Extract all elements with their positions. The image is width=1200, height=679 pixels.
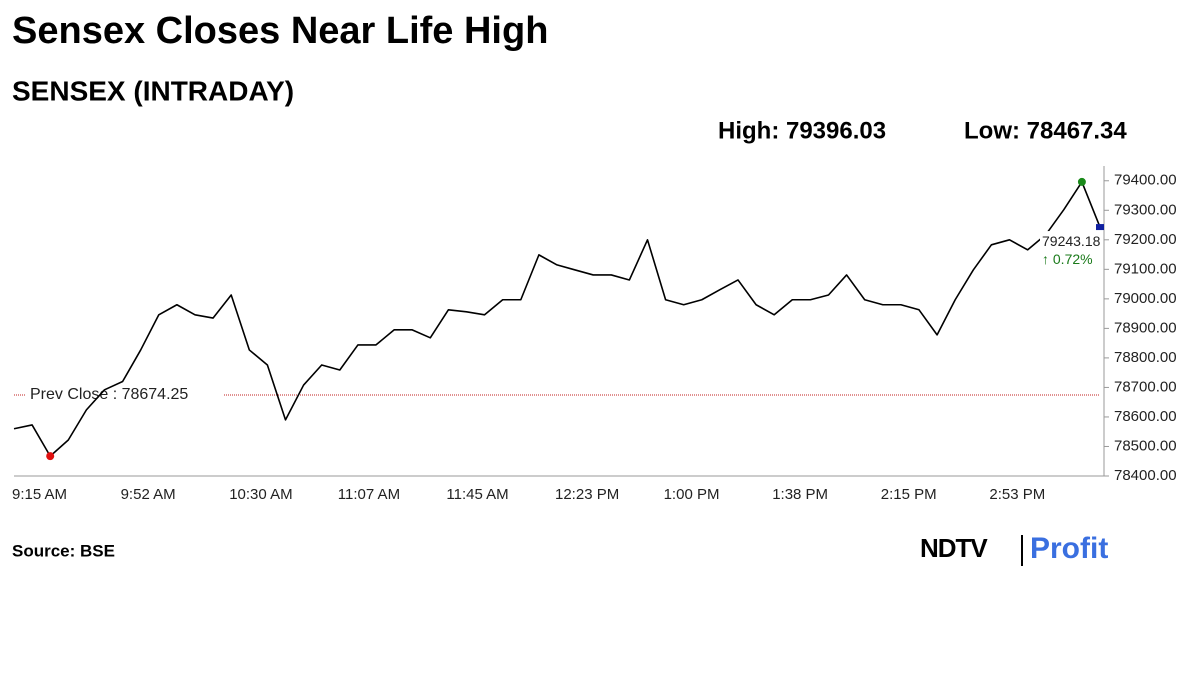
y-tick-label: 78700.00: [1114, 378, 1177, 395]
high-label: High: 79396.03: [718, 117, 886, 144]
x-tick-label: 9:15 AM: [12, 486, 67, 503]
change-label: ↑ 0.72%: [1042, 251, 1093, 267]
low-marker: [46, 452, 55, 461]
source: Source: BSE: [12, 541, 115, 560]
x-tick-label: 11:07 AM: [338, 486, 400, 503]
prev-close-label: Prev Close : 78674.25: [30, 386, 188, 403]
prev-close-bg: [26, 384, 224, 407]
y-tick-label: 78800.00: [1114, 349, 1177, 366]
x-tick-label: 2:53 PM: [989, 486, 1045, 503]
close-label: 79243.18: [1042, 233, 1101, 249]
x-tick-label: 12:23 PM: [555, 486, 619, 503]
x-tick-label: 11:45 AM: [446, 486, 508, 503]
y-tick-label: 78600.00: [1114, 408, 1177, 425]
brand-product: Profit: [1030, 532, 1108, 565]
y-tick-label: 79400.00: [1114, 172, 1177, 189]
high-marker: [1077, 177, 1086, 186]
y-tick-label: 79100.00: [1114, 260, 1177, 277]
y-tick-label: 78400.00: [1114, 467, 1177, 484]
y-tick-label: 78500.00: [1114, 437, 1177, 454]
low-label: Low: 78467.34: [964, 117, 1127, 144]
y-tick-label: 79200.00: [1114, 231, 1177, 248]
x-tick-label: 10:30 AM: [229, 486, 292, 503]
chart-title: Sensex Closes Near Life High: [12, 10, 548, 52]
x-tick-label: 1:00 PM: [664, 486, 720, 503]
x-tick-label: 1:38 PM: [772, 486, 828, 503]
close-marker: [1096, 224, 1104, 231]
brand: NDTV: [920, 533, 988, 563]
chart-subtitle: SENSEX (INTRADAY): [12, 75, 294, 106]
y-tick-label: 78900.00: [1114, 319, 1177, 336]
x-tick-label: 9:52 AM: [121, 486, 176, 503]
y-tick-label: 79000.00: [1114, 290, 1177, 307]
x-tick-label: 2:15 PM: [881, 486, 937, 503]
price-line: [13, 181, 1101, 457]
close-label-bg: [1040, 231, 1100, 268]
y-tick-label: 79300.00: [1114, 201, 1177, 218]
